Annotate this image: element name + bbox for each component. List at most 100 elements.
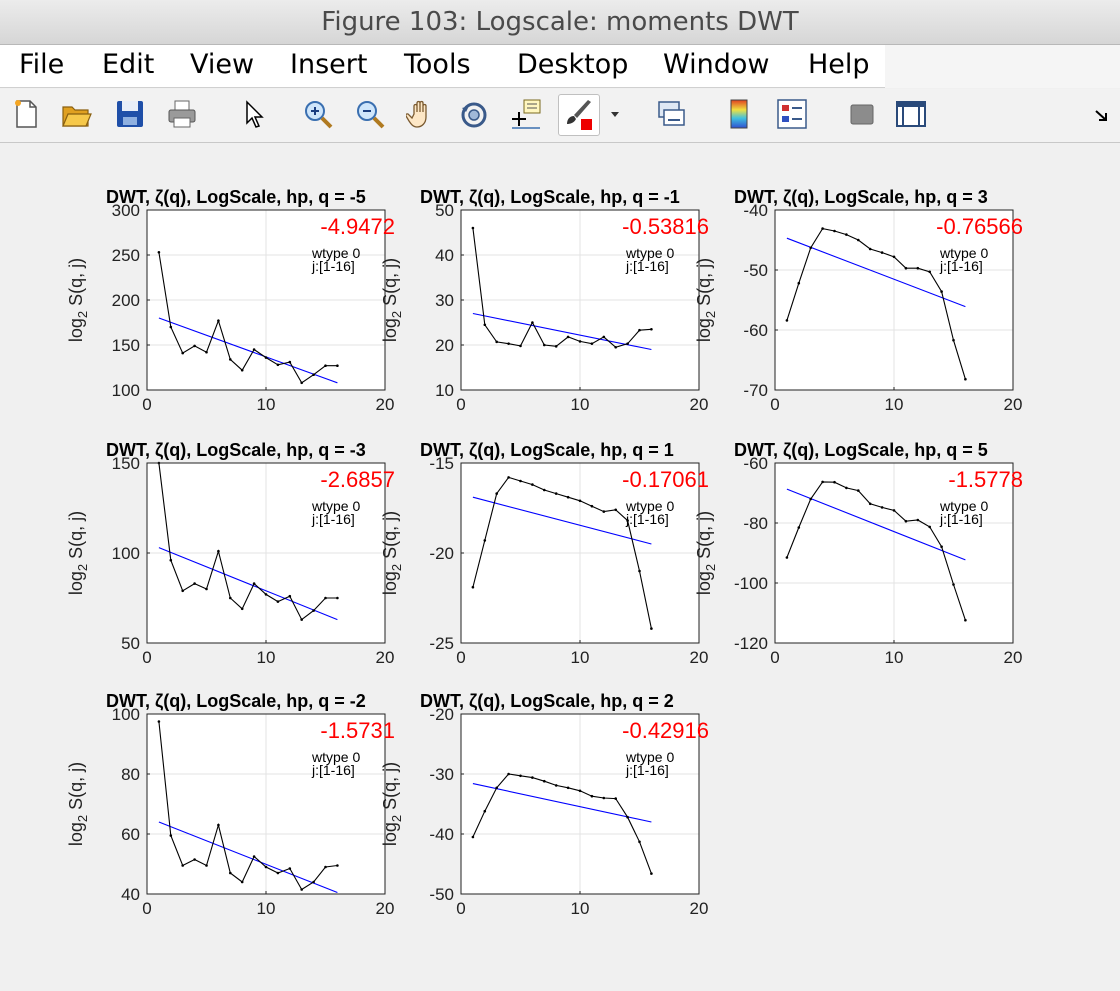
wtype-note: wtype 0 <box>625 749 674 765</box>
x-tick-label: 0 <box>456 899 465 918</box>
menu-edit[interactable]: Edit <box>102 49 155 80</box>
data-point <box>578 499 582 503</box>
menu-desktop[interactable]: Desktop <box>517 49 629 80</box>
y-tick-label: 40 <box>121 885 140 904</box>
menu-insert[interactable]: Insert <box>290 49 368 80</box>
data-point <box>157 720 161 723</box>
data-point <box>614 345 617 349</box>
menu-help[interactable]: Help <box>808 49 870 80</box>
data-point <box>519 479 522 483</box>
y-tick-label: 50 <box>435 201 454 220</box>
data-point <box>626 519 629 522</box>
brush-button[interactable] <box>558 94 600 136</box>
zoom-out-icon[interactable] <box>354 98 386 130</box>
y-tick-label: 200 <box>112 291 140 310</box>
data-point <box>181 589 184 593</box>
x-tick-label: 20 <box>690 648 709 667</box>
data-point <box>785 556 789 559</box>
slope-annotation: -0.42916 <box>622 718 709 743</box>
y-tick-label: -40 <box>743 201 768 220</box>
dock-icon[interactable] <box>1094 107 1114 125</box>
scale-range-note: j:[1-16] <box>625 258 669 274</box>
data-point <box>324 865 327 869</box>
colorbar-icon[interactable] <box>723 98 755 130</box>
fit-line <box>472 783 652 823</box>
data-point <box>300 381 304 385</box>
data-point <box>626 342 629 345</box>
legend-icon[interactable] <box>776 98 808 130</box>
pan-hand-icon[interactable] <box>406 98 438 130</box>
y-tick-label: -20 <box>429 544 454 563</box>
rotate-3d-icon[interactable] <box>458 98 490 130</box>
menu-file[interactable]: File <box>19 49 65 80</box>
menu-view[interactable]: View <box>190 49 255 80</box>
save-icon[interactable] <box>114 98 146 130</box>
data-point <box>288 867 292 870</box>
wtype-note: wtype 0 <box>311 245 360 261</box>
x-tick-label: 20 <box>1004 648 1023 667</box>
y-tick-label: -15 <box>429 454 454 473</box>
data-point <box>868 502 872 506</box>
new-figure-icon[interactable] <box>10 98 42 130</box>
y-tick-label: 300 <box>112 201 140 220</box>
link-plot-icon[interactable] <box>656 98 688 130</box>
subplot-title: DWT, ζ(q), LogScale, hp, q = 3 <box>734 187 988 208</box>
data-point <box>543 779 546 783</box>
slope-annotation: -0.76566 <box>936 214 1023 239</box>
y-tick-label: -20 <box>429 705 454 724</box>
y-tick-label: 100 <box>112 705 140 724</box>
data-point <box>205 350 208 354</box>
data-point <box>964 618 967 622</box>
show-plot-tools-icon[interactable] <box>895 98 927 130</box>
data-point <box>507 342 510 345</box>
data-point <box>554 345 558 348</box>
data-point <box>240 880 244 884</box>
data-point <box>181 351 184 355</box>
window-title: Figure 103: Logscale: moments DWT <box>0 0 1120 45</box>
data-point <box>193 582 196 585</box>
x-tick-label: 20 <box>376 395 395 414</box>
y-tick-label: 150 <box>112 454 140 473</box>
data-point <box>590 342 594 345</box>
y-axis-label: log2 S(q, j) <box>380 258 404 342</box>
x-tick-label: 0 <box>142 648 151 667</box>
pointer-icon[interactable] <box>238 98 270 130</box>
y-tick-label: -25 <box>429 634 454 653</box>
data-point <box>483 539 487 542</box>
menu-tools[interactable]: Tools <box>404 49 471 80</box>
data-point <box>566 786 570 790</box>
menu-window[interactable]: Window <box>663 49 770 80</box>
fit-line <box>786 488 966 561</box>
x-tick-label: 10 <box>885 648 904 667</box>
data-point <box>324 596 327 600</box>
data-point <box>169 834 173 837</box>
data-cursor-icon[interactable] <box>510 98 542 130</box>
y-tick-label: 60 <box>121 825 140 844</box>
zoom-in-icon[interactable] <box>302 98 334 130</box>
y-tick-label: 40 <box>435 246 454 265</box>
subplot-title: DWT, ζ(q), LogScale, hp, q = -2 <box>106 691 366 712</box>
data-point <box>288 594 292 598</box>
y-axis-label: log2 S(q, j) <box>380 762 404 846</box>
brush-icon <box>567 100 592 130</box>
print-icon[interactable] <box>166 98 198 130</box>
scale-range-note: j:[1-16] <box>311 511 355 527</box>
data-point <box>857 489 860 492</box>
y-tick-label: -100 <box>734 574 768 593</box>
data-point <box>495 786 499 790</box>
y-tick-label: 100 <box>112 381 140 400</box>
wtype-note: wtype 0 <box>311 749 360 765</box>
brush-dropdown-icon[interactable] <box>608 107 622 121</box>
data-point <box>229 596 232 600</box>
open-file-icon[interactable] <box>60 98 92 130</box>
y-axis-label: log2 S(q, j) <box>66 258 90 342</box>
data-point <box>471 835 475 839</box>
data-point <box>880 251 884 254</box>
data-line <box>472 773 652 874</box>
hide-plot-tools-icon[interactable] <box>846 98 878 130</box>
data-line <box>786 227 966 380</box>
